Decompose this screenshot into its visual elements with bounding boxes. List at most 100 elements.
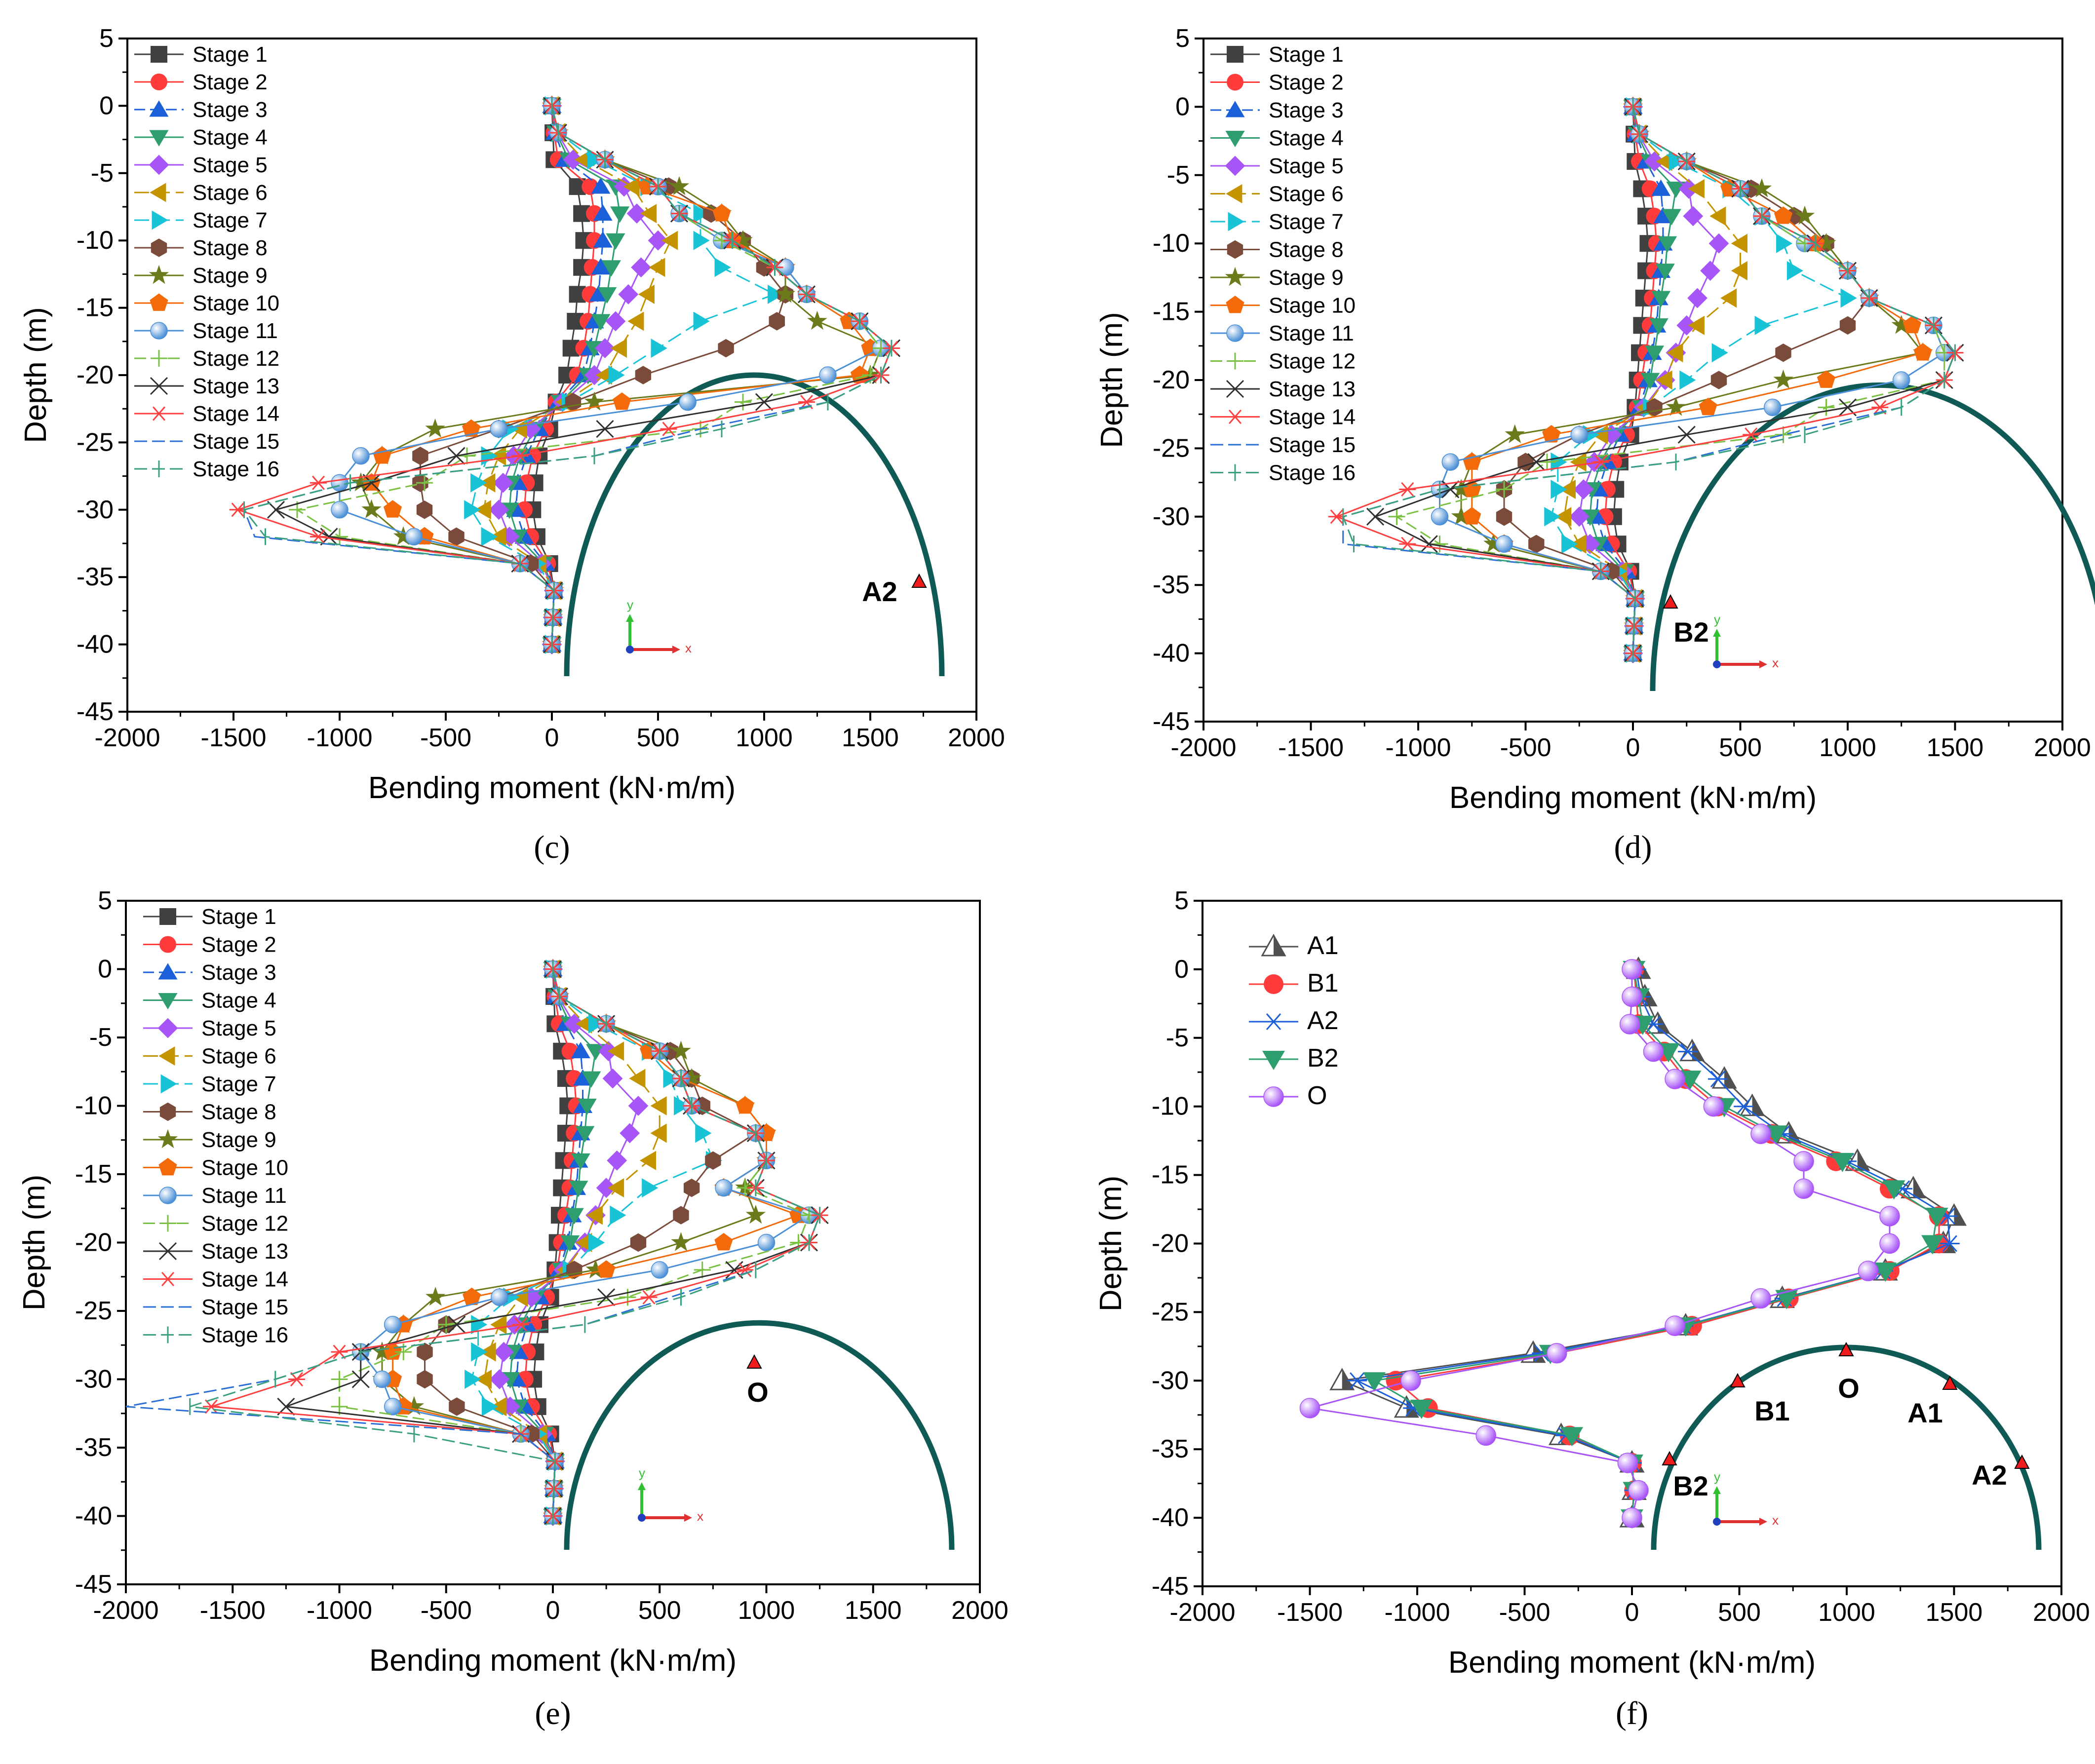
- legend-marker: [1262, 1051, 1285, 1070]
- y-tick-label: -25: [77, 428, 114, 457]
- legend-item: Stage 6: [134, 181, 268, 205]
- data-point: [425, 1287, 446, 1306]
- data-point: [1547, 1342, 1567, 1364]
- y-tick-label: -35: [1153, 571, 1190, 599]
- x-tick-label: 0: [1625, 1598, 1639, 1627]
- data-point: [1644, 345, 1665, 362]
- data-point: [755, 393, 774, 411]
- legend-item: Stage 7: [143, 1072, 276, 1096]
- legend-label: Stage 5: [201, 1016, 276, 1040]
- y-tick-label: -15: [1153, 298, 1190, 326]
- data-point: [1463, 452, 1481, 470]
- data-point: [626, 203, 647, 224]
- data-point: [596, 420, 614, 438]
- legend-marker: [1264, 974, 1283, 994]
- point-marker: [911, 573, 927, 588]
- series-o: [1299, 959, 1900, 1528]
- legend-item: Stage 16: [143, 1323, 288, 1347]
- data-point: [620, 1123, 640, 1144]
- legend-label: Stage 2: [193, 70, 268, 94]
- legend-item: Stage 8: [143, 1100, 276, 1124]
- legend-label: Stage 14: [1269, 405, 1356, 429]
- point-label-A1: A1: [1907, 1397, 1943, 1428]
- y-tick-label: -30: [75, 1365, 112, 1394]
- legend-item: B2: [1249, 1044, 1339, 1073]
- data-point: [619, 1289, 636, 1306]
- x-tick-label: -500: [421, 1596, 472, 1625]
- data-point: [512, 1317, 530, 1332]
- tunnel-lining: [564, 372, 945, 677]
- data-point: [352, 447, 370, 465]
- data-point: [1527, 453, 1546, 471]
- x-tick-label: 0: [545, 724, 559, 752]
- data-point: [373, 446, 391, 464]
- x-tick-label: -500: [420, 724, 471, 752]
- data-point: [683, 1179, 700, 1197]
- y-tick-label: -25: [1153, 434, 1190, 462]
- data-point: [673, 1206, 689, 1225]
- legend-marker: [1225, 131, 1245, 148]
- series-stage-16: [189, 960, 821, 1525]
- data-point: [629, 1069, 646, 1088]
- data-point: [1940, 1235, 1960, 1252]
- data-point: [1816, 232, 1836, 252]
- data-point: [631, 257, 651, 278]
- data-point: [350, 472, 371, 492]
- legend-item: Stage 13: [134, 374, 279, 398]
- x-tick-label: -2000: [93, 1596, 159, 1625]
- data-point: [1619, 1014, 1640, 1035]
- legend-item: Stage 14: [1210, 405, 1356, 429]
- point-marker: [2014, 1454, 2030, 1469]
- data-point: [1699, 397, 1717, 416]
- data-point: [1656, 152, 1672, 171]
- data-point: [1410, 1399, 1433, 1419]
- data-point: [1653, 207, 1673, 224]
- legend-item: Stage 3: [1210, 98, 1344, 122]
- data-point: [582, 1071, 601, 1088]
- data-point: [564, 1013, 584, 1034]
- x-tick-label: -1500: [1277, 1598, 1343, 1627]
- data-point: [591, 314, 611, 331]
- legend-marker: [158, 1046, 175, 1066]
- legend-item: Stage 16: [134, 457, 279, 481]
- data-point: [571, 1153, 590, 1170]
- data-point: [384, 1342, 402, 1360]
- data-point: [393, 526, 414, 545]
- data-point: [1731, 233, 1747, 253]
- data-point: [714, 258, 731, 277]
- x-tick-label: 500: [638, 1596, 681, 1625]
- point-marker: [1662, 1451, 1677, 1465]
- point-label-A2: A2: [1972, 1459, 2007, 1491]
- legend-marker: [160, 1074, 177, 1094]
- data-point: [1560, 1427, 1584, 1447]
- legend-label: Stage 11: [1269, 321, 1354, 345]
- legend-label: Stage 9: [201, 1128, 276, 1152]
- legend-label: Stage 4: [1269, 126, 1344, 151]
- data-point: [1891, 315, 1911, 334]
- data-point: [464, 500, 481, 520]
- series-stage-10: [1463, 97, 1932, 661]
- data-point: [1775, 1290, 1798, 1309]
- data-point: [669, 176, 690, 195]
- legend-marker: [149, 154, 169, 175]
- data-point: [733, 230, 753, 249]
- svg-text:x: x: [1772, 1513, 1779, 1528]
- legend-label: Stage 8: [193, 236, 268, 260]
- data-point: [1793, 1151, 1814, 1172]
- legend-marker: [158, 963, 178, 980]
- legend-item: Stage 2: [143, 933, 276, 957]
- data-point: [1451, 506, 1472, 525]
- legend-marker: [151, 74, 167, 90]
- legend-marker: [1227, 352, 1243, 370]
- data-point: [331, 1344, 348, 1359]
- data-point: [1703, 1096, 1724, 1117]
- x-tick-label: 0: [546, 1596, 560, 1625]
- data-point: [605, 311, 626, 332]
- x-tick-label: -1000: [1385, 1598, 1450, 1627]
- series-stage-16: [1342, 98, 1956, 662]
- legend-marker: [157, 1129, 178, 1149]
- data-point: [613, 392, 631, 410]
- x-tick-label: 500: [1719, 733, 1762, 762]
- data-point: [1839, 316, 1856, 335]
- data-point: [681, 1068, 702, 1087]
